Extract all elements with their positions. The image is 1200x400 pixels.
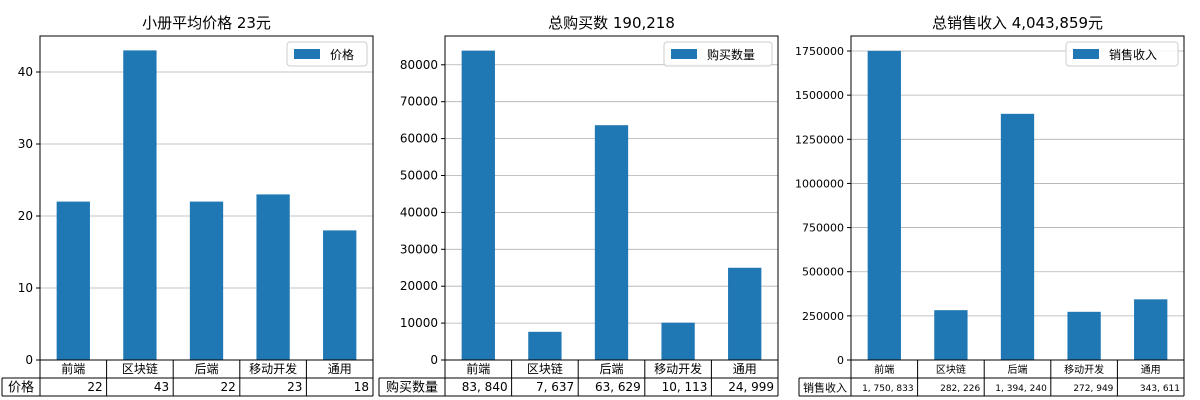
y-tick-label: 1750000 xyxy=(795,45,844,58)
y-tick-label: 250000 xyxy=(802,310,844,323)
table-value: 22 xyxy=(87,380,102,394)
category-label: 移动开发 xyxy=(654,361,702,376)
plot-frame xyxy=(39,35,374,361)
category-label: 后端 xyxy=(194,362,218,376)
y-tick-label: 70000 xyxy=(400,95,438,109)
table-value: 7, 637 xyxy=(536,380,574,394)
bar-通用 xyxy=(728,267,762,360)
data-table: 购买数量 前端 83, 840 区块链 7, 637 后端 63, 629 移动开发 10, 1… xyxy=(378,360,779,397)
data-table: 销售收入 前端 1, 750, 833 区块链 282, 226 后端 1, 394, 24… xyxy=(798,360,1185,397)
table-value: 43 xyxy=(154,380,169,394)
table-value: 1, 750, 833 xyxy=(862,384,914,394)
legend-box xyxy=(1065,41,1179,67)
bar-区块链 xyxy=(123,50,157,361)
y-tick-label: 0 xyxy=(25,353,33,367)
legend-swatch xyxy=(1073,49,1099,59)
y-tick-label: 0 xyxy=(837,354,844,367)
table-value: 23 xyxy=(287,380,302,394)
bar-移动开发 xyxy=(256,194,290,360)
y-tick-label: 10 xyxy=(18,281,33,295)
bar-后端 xyxy=(189,201,224,360)
chart-panel-2: 总购买数 190,218 0 10000 20000 30000 40000 50000 60… xyxy=(378,14,779,397)
category-label: 前端 xyxy=(466,361,490,376)
bar-移动开发 xyxy=(1067,311,1101,360)
category-label: 通用 xyxy=(328,362,352,376)
bar-后端 xyxy=(594,125,629,360)
table-value: 18 xyxy=(354,380,369,394)
bar-通用 xyxy=(1134,299,1168,360)
chart-panel-1: 小册平均价格 23元010203040价格价格前端22区块链43后端22移动开发… xyxy=(1,14,374,397)
bar-前端 xyxy=(56,201,90,360)
y-tick-label: 40 xyxy=(18,65,33,79)
legend-label: 销售收入 xyxy=(1109,47,1157,62)
chart-title: 小册平均价格 23元 xyxy=(142,14,271,32)
table-value: 272, 949 xyxy=(1073,384,1113,394)
y-tick-label: 1250000 xyxy=(795,133,844,146)
chart-panel-3: 总销售收入 4,043,859元 0 250000 500000 750000 10000… xyxy=(795,14,1185,397)
legend: 购买数量 xyxy=(663,41,773,67)
legend-box xyxy=(286,41,368,67)
y-tick-label: 750000 xyxy=(802,222,844,235)
category-label: 后端 xyxy=(599,362,623,376)
plot-frame xyxy=(850,35,1185,361)
legend-label: 价格 xyxy=(330,47,354,62)
y-tick-label: 40000 xyxy=(400,205,438,219)
category-label: 区块链 xyxy=(936,363,966,376)
table-row-label: 价格 xyxy=(8,380,34,396)
table-value: 282, 226 xyxy=(940,384,980,394)
bar-后端 xyxy=(1000,113,1035,360)
category-label: 通用 xyxy=(1141,364,1161,376)
category-label: 区块链 xyxy=(122,361,158,376)
table-value: 22 xyxy=(221,380,236,394)
y-tick-label: 500000 xyxy=(802,266,844,279)
y-tick-label: 10000 xyxy=(400,316,438,330)
y-tick-label: 60000 xyxy=(400,132,438,146)
category-label: 区块链 xyxy=(527,361,563,376)
y-tick-label: 1500000 xyxy=(795,89,844,102)
legend-box xyxy=(663,41,773,67)
legend-label: 购买数量 xyxy=(707,47,755,62)
y-tick-label: 1000000 xyxy=(795,177,844,190)
category-label: 通用 xyxy=(733,362,757,376)
legend: 销售收入 xyxy=(1065,41,1179,67)
chart-title: 总购买数 190,218 xyxy=(548,14,675,32)
legend-swatch xyxy=(294,49,320,59)
y-tick-label: 30000 xyxy=(400,242,438,256)
table-value: 63, 629 xyxy=(595,380,641,394)
bar-区块链 xyxy=(528,331,562,360)
y-tick-label: 30 xyxy=(18,137,33,151)
y-tick-label: 0 xyxy=(430,353,438,367)
y-tick-label: 20000 xyxy=(400,279,438,293)
y-tick-label: 50000 xyxy=(400,168,438,182)
chart-title: 总销售收入 4,043,859元 xyxy=(932,14,1103,32)
bar-区块链 xyxy=(934,310,968,360)
table-value: 10, 113 xyxy=(662,380,708,394)
category-label: 前端 xyxy=(874,363,894,376)
bar-前端 xyxy=(867,50,901,361)
y-tick-label: 80000 xyxy=(400,58,438,72)
table-row-label: 销售收入 xyxy=(803,381,847,395)
category-label: 移动开发 xyxy=(1064,363,1104,376)
category-label: 后端 xyxy=(1008,363,1028,376)
legend-swatch xyxy=(671,49,697,59)
category-label: 移动开发 xyxy=(249,361,297,376)
legend: 价格 xyxy=(286,41,368,67)
table-value: 83, 840 xyxy=(462,380,508,394)
y-tick-label: 20 xyxy=(18,209,33,223)
table-value: 1, 394, 240 xyxy=(995,384,1047,394)
table-row-label: 购买数量 xyxy=(386,380,438,396)
bar-移动开发 xyxy=(661,322,695,360)
table-value: 343, 611 xyxy=(1140,384,1180,394)
plot-frame xyxy=(444,35,779,361)
table-value: 24, 999 xyxy=(728,380,774,394)
bar-前端 xyxy=(461,50,495,360)
category-label: 前端 xyxy=(61,361,85,376)
bar-通用 xyxy=(323,230,357,360)
